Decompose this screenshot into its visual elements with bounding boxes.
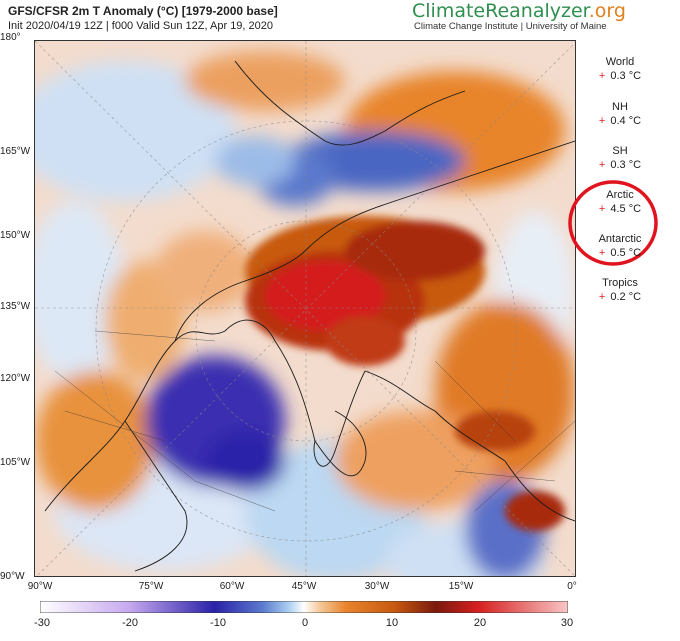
sign: + [598, 247, 606, 259]
lon-label: 15°W [448, 581, 474, 592]
lon-label: 60°W [219, 581, 245, 592]
region-name-arctic: Arctic [606, 189, 634, 201]
value: 0.3 °C [610, 70, 642, 82]
region-value-antarctic: +0.5 °C [585, 247, 655, 259]
value: 0.5 °C [610, 247, 642, 259]
sign: + [598, 115, 606, 127]
sign: + [598, 203, 606, 215]
brand-suffix: .org [588, 0, 626, 22]
lat-label: 165°W [0, 146, 31, 157]
colorbar-tick: 30 [560, 617, 574, 629]
value: 4.5 °C [610, 203, 642, 215]
lon-label: 90°W [27, 581, 53, 592]
region-value-world: +0.3 °C [585, 70, 655, 82]
brand-name: ClimateReanalyzer [412, 0, 589, 22]
sign: + [598, 159, 606, 171]
lat-label: 150°W [0, 230, 31, 241]
institution-text: Climate Change Institute | University of… [414, 21, 607, 32]
lon-label: 45°W [291, 581, 317, 592]
region-name-tropics: Tropics [602, 277, 638, 289]
region-value-arctic: +4.5 °C [585, 203, 655, 215]
colorbar-tick: 10 [385, 617, 399, 629]
anomaly-map [34, 40, 576, 577]
lat-label: 135°W [0, 301, 31, 312]
region-name-nh: NH [612, 101, 628, 113]
anomaly-map-graphic [35, 41, 575, 576]
colorbar-tick: 0 [301, 617, 309, 629]
value: 0.4 °C [610, 115, 642, 127]
colorbar-gradient [40, 601, 568, 613]
region-name-antarctic: Antarctic [598, 233, 642, 245]
region-name-world: World [605, 56, 635, 68]
colorbar-tick: 20 [473, 617, 487, 629]
region-name-sh: SH [612, 145, 628, 157]
lat-label: 105°W [0, 457, 31, 468]
annotation-circle [568, 180, 658, 266]
map-title: GFS/CFSR 2m T Anomaly (°C) [1979-2000 ba… [8, 4, 278, 18]
region-value-nh: +0.4 °C [585, 115, 655, 127]
value: 0.2 °C [610, 291, 642, 303]
map-subtitle: Init 2020/04/19 12Z | f000 Valid Sun 12Z… [8, 20, 274, 32]
lon-label: 0° [567, 581, 577, 592]
lat-label: 120°W [0, 373, 31, 384]
lon-label: 30°W [364, 581, 390, 592]
colorbar-tick: -20 [122, 617, 138, 629]
value: 0.3 °C [610, 159, 642, 171]
sign: + [598, 291, 606, 303]
sign: + [598, 70, 606, 82]
lon-label: 75°W [138, 581, 164, 592]
colorbar-tick: -30 [34, 617, 50, 629]
region-value-sh: +0.3 °C [585, 159, 655, 171]
colorbar-tick: -10 [210, 617, 226, 629]
lat-label: 90°W [0, 571, 25, 582]
colorbar [40, 601, 568, 613]
brand-logo[interactable]: ClimateReanalyzer.org [412, 0, 626, 22]
region-value-tropics: +0.2 °C [585, 291, 655, 303]
lat-label: 180° [0, 32, 21, 43]
